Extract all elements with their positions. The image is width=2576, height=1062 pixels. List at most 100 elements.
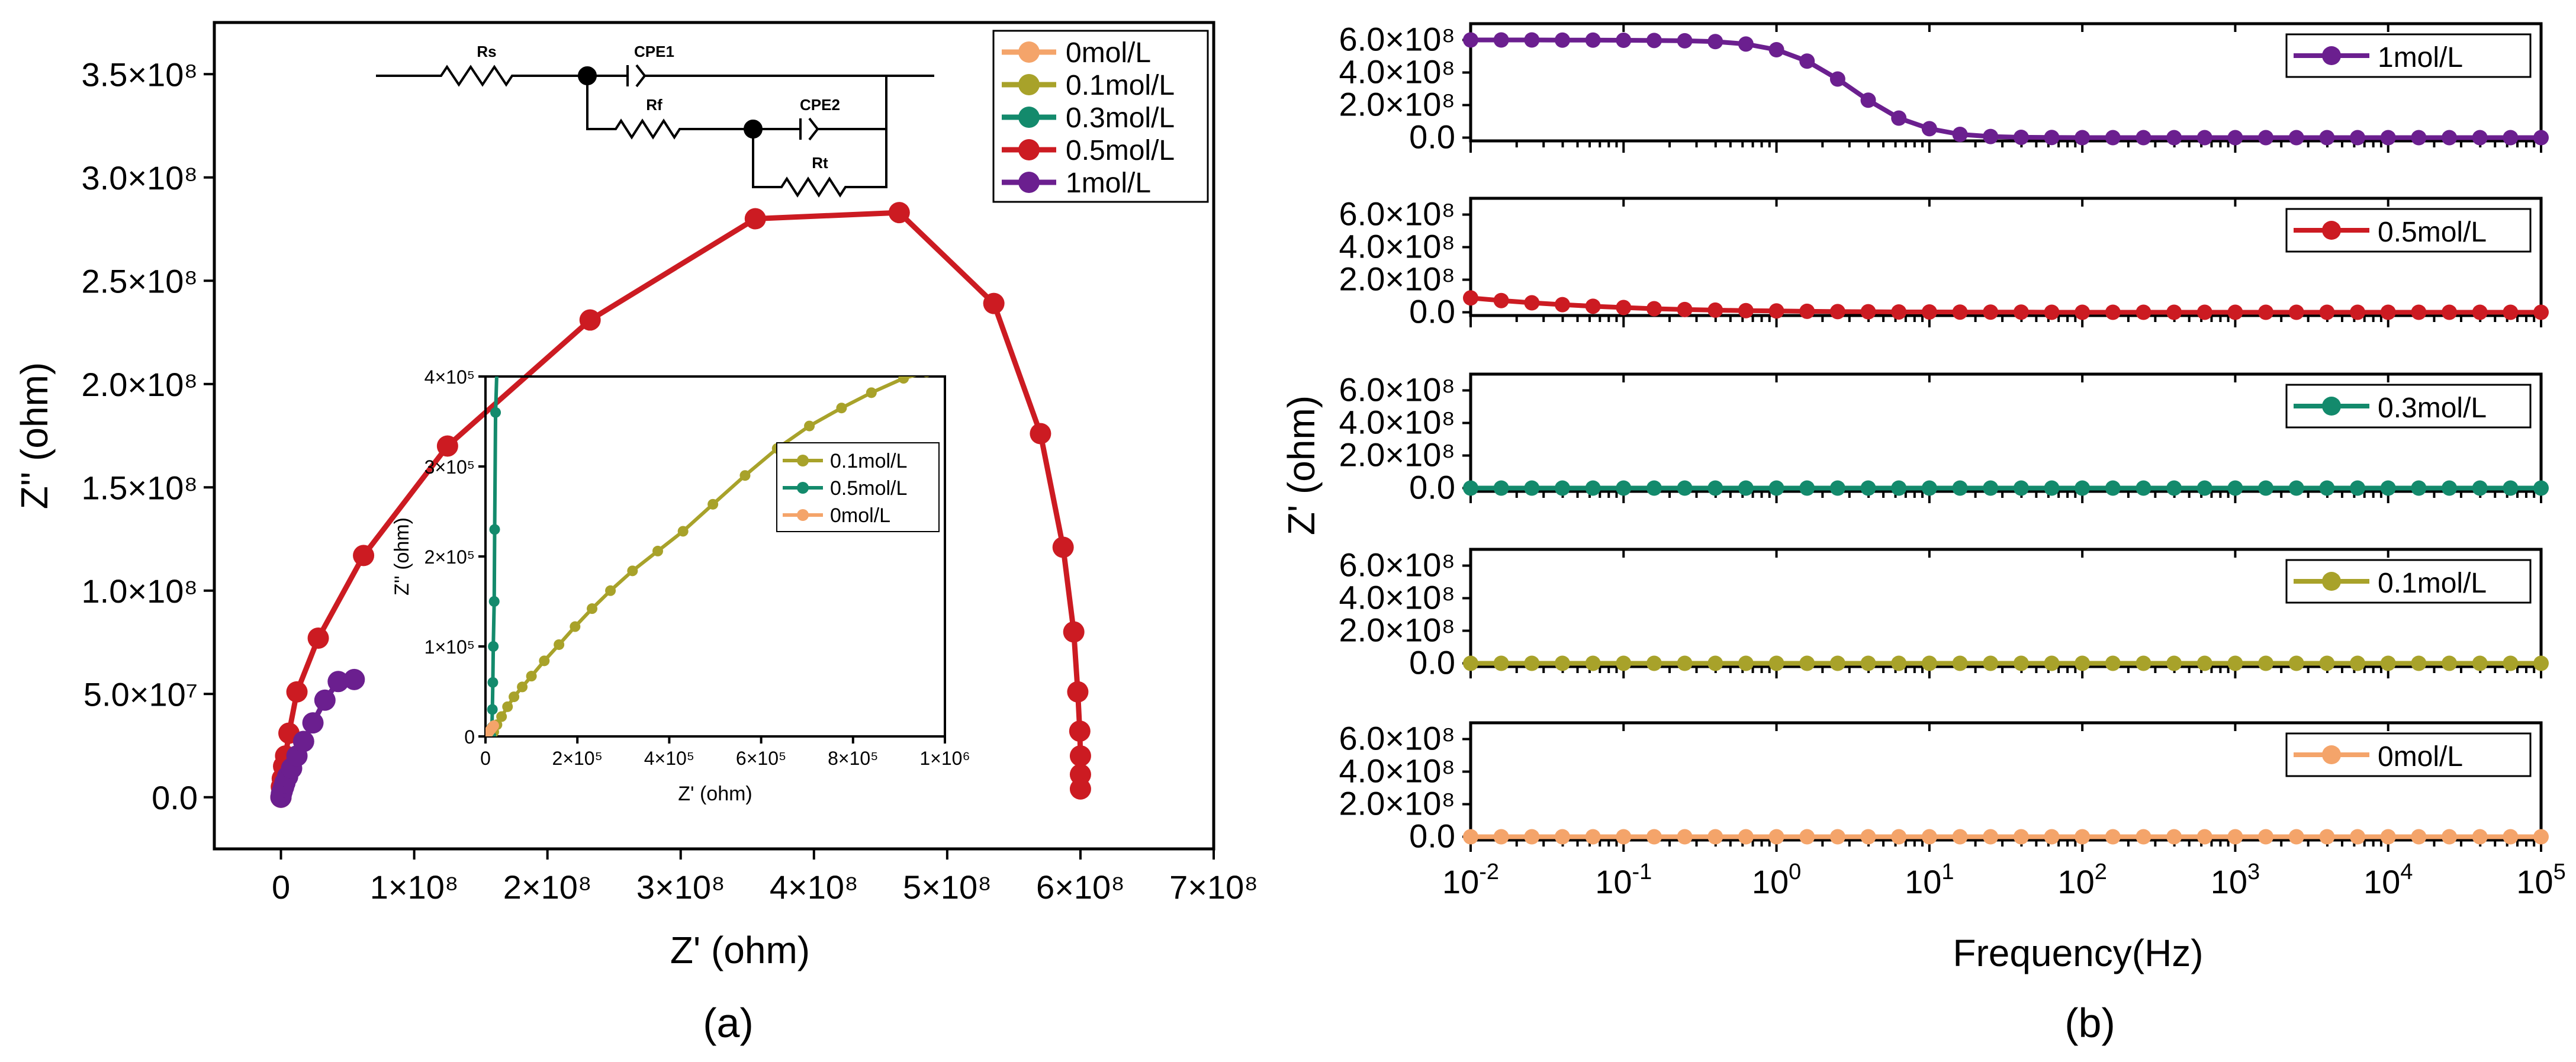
b-point-0.3mol/L bbox=[2380, 480, 2396, 496]
b-point-0.1mol/L bbox=[1585, 655, 1601, 671]
b-legend-marker bbox=[2322, 46, 2341, 65]
b-point-0.1mol/L bbox=[1768, 655, 1784, 671]
b-y-tick-label: 4.0×10⁸ bbox=[1339, 228, 1455, 265]
inset-point-0.1mol/L bbox=[587, 603, 598, 614]
inset-x-tick-label: 6×10⁵ bbox=[736, 748, 786, 769]
b-point-1mol/L bbox=[2472, 130, 2488, 146]
b-point-1mol/L bbox=[2227, 130, 2243, 146]
b-y-tick-label: 4.0×10⁸ bbox=[1339, 579, 1455, 616]
b-point-0.5mol/L bbox=[2136, 304, 2152, 320]
a-point-0.5mol/L bbox=[286, 681, 308, 703]
b-point-1mol/L bbox=[2503, 130, 2519, 146]
b-point-0.3mol/L bbox=[2503, 480, 2519, 496]
b-point-0.1mol/L bbox=[2013, 655, 2029, 671]
b-point-0.1mol/L bbox=[2075, 655, 2091, 671]
a-legend-label: 0.5mol/L bbox=[1066, 135, 1175, 166]
b-legend-label: 0mol/L bbox=[2378, 741, 2463, 773]
b-point-1mol/L bbox=[2442, 130, 2458, 146]
a-point-1mol/L bbox=[327, 671, 349, 693]
b-point-1mol/L bbox=[1921, 121, 1937, 137]
b-point-0.1mol/L bbox=[1860, 655, 1876, 671]
b-point-1mol/L bbox=[1677, 33, 1693, 49]
b-point-1mol/L bbox=[1829, 71, 1845, 87]
b-point-0.3mol/L bbox=[2411, 480, 2427, 496]
circuit-label-cpe2: CPE2 bbox=[800, 96, 840, 114]
inset-point-0.1mol/L bbox=[554, 639, 565, 650]
b-legend-marker bbox=[2322, 745, 2341, 764]
b-point-0.5mol/L bbox=[1829, 304, 1845, 320]
b-point-0.5mol/L bbox=[1524, 295, 1540, 311]
b-subpanel-frame bbox=[1469, 721, 2543, 842]
b-point-0.5mol/L bbox=[2196, 304, 2212, 320]
a-y-tick-label: 0.0 bbox=[152, 779, 198, 816]
inset-point-0.5mol/L bbox=[491, 362, 502, 373]
inset-legend-label: 0.1mol/L bbox=[830, 450, 907, 472]
b-point-0mol/L bbox=[2503, 829, 2519, 845]
b-point-0.3mol/L bbox=[2166, 480, 2182, 496]
b-y-tick-label: 4.0×10⁸ bbox=[1339, 53, 1455, 91]
b-point-0.5mol/L bbox=[1585, 298, 1601, 314]
b-point-0mol/L bbox=[1860, 829, 1876, 845]
b-point-0.3mol/L bbox=[1493, 480, 1509, 496]
b-x-tick-label: 103 bbox=[2211, 860, 2260, 900]
b-point-0.1mol/L bbox=[2196, 655, 2212, 671]
b-point-0mol/L bbox=[1952, 829, 1968, 845]
b-point-0.3mol/L bbox=[1707, 480, 1723, 496]
b-subpanel-frame bbox=[1469, 22, 2543, 143]
b-point-0.1mol/L bbox=[1891, 655, 1907, 671]
b-point-0.5mol/L bbox=[2442, 304, 2458, 320]
inset-point-0.5mol/L bbox=[489, 524, 500, 535]
b-point-0.3mol/L bbox=[1829, 480, 1845, 496]
a-point-1mol/L bbox=[292, 730, 314, 752]
b-y-tick-label: 6.0×10⁸ bbox=[1339, 720, 1455, 757]
b-point-0.3mol/L bbox=[2227, 480, 2243, 496]
circuit-label-rs: Rs bbox=[477, 43, 496, 60]
b-point-1mol/L bbox=[1616, 33, 1632, 49]
a-point-0.5mol/L bbox=[1052, 536, 1074, 558]
circuit-label-cpe1: CPE1 bbox=[634, 43, 674, 60]
b-point-0.3mol/L bbox=[2044, 480, 2060, 496]
b-point-0.5mol/L bbox=[2411, 304, 2427, 320]
inset-x-tick-label: 8×10⁵ bbox=[828, 748, 878, 769]
b-point-1mol/L bbox=[2288, 130, 2304, 146]
inset-legend-label: 0mol/L bbox=[830, 504, 890, 527]
b-point-0.5mol/L bbox=[1983, 304, 1999, 320]
b-point-0.1mol/L bbox=[2442, 655, 2458, 671]
inset-point-0mol/L bbox=[488, 720, 499, 731]
b-point-0.3mol/L bbox=[2442, 480, 2458, 496]
b-point-1mol/L bbox=[2319, 130, 2335, 146]
circuit-rt-branch bbox=[752, 129, 887, 198]
b-point-0.3mol/L bbox=[1554, 480, 1570, 496]
a-point-1mol/L bbox=[302, 712, 324, 734]
b-point-0.5mol/L bbox=[1677, 301, 1693, 317]
b-point-0mol/L bbox=[1585, 829, 1601, 845]
b-point-0mol/L bbox=[1493, 829, 1509, 845]
b-point-0.1mol/L bbox=[2411, 655, 2427, 671]
b-point-1mol/L bbox=[2411, 130, 2427, 146]
b-point-0.1mol/L bbox=[1829, 655, 1845, 671]
b-point-0mol/L bbox=[1524, 829, 1540, 845]
b-x-axis-label: Frequency(Hz) bbox=[1953, 932, 2203, 974]
b-point-0.3mol/L bbox=[2350, 480, 2366, 496]
b-legend-label: 1mol/L bbox=[2378, 42, 2463, 73]
b-point-0.3mol/L bbox=[1860, 480, 1876, 496]
b-point-0.5mol/L bbox=[1952, 304, 1968, 320]
b-point-0.1mol/L bbox=[2319, 655, 2335, 671]
inset-point-0.1mol/L bbox=[517, 681, 528, 693]
b-point-0mol/L bbox=[1707, 829, 1723, 845]
a-legend-marker bbox=[1018, 172, 1040, 193]
b-y-tick-label: 0.0 bbox=[1409, 818, 1455, 855]
inset-point-0.5mol/L bbox=[487, 704, 498, 715]
inset-point-0.1mol/L bbox=[570, 621, 581, 632]
b-point-0.5mol/L bbox=[2319, 304, 2335, 320]
b-point-0mol/L bbox=[2136, 829, 2152, 845]
b-x-tick-label: 105 bbox=[2516, 860, 2565, 900]
b-point-0.5mol/L bbox=[1554, 297, 1570, 313]
b-subpanel-frame bbox=[1469, 372, 2543, 493]
b-point-0.3mol/L bbox=[1952, 480, 1968, 496]
b-point-0.1mol/L bbox=[2044, 655, 2060, 671]
b-point-0.1mol/L bbox=[1524, 655, 1540, 671]
b-y-tick-label: 6.0×10⁸ bbox=[1339, 21, 1455, 58]
equivalent-circuit bbox=[376, 64, 934, 198]
